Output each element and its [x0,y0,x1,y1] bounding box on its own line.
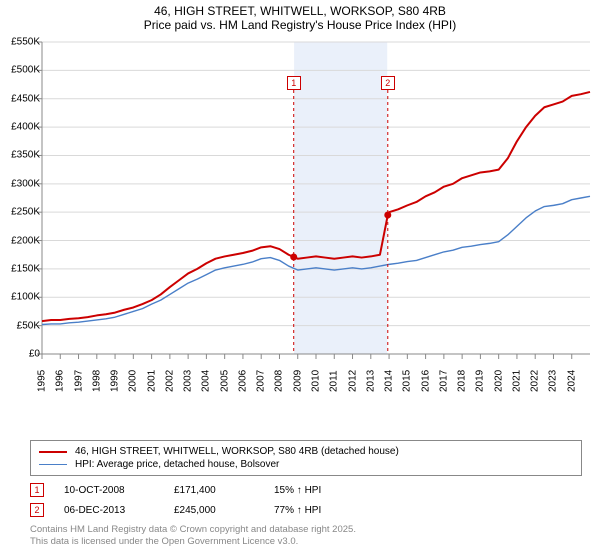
x-tick-label: 2017 [438,370,449,392]
x-tick-label: 2022 [530,370,541,392]
x-tick-label: 1999 [110,370,121,392]
footer: Contains HM Land Registry data © Crown c… [30,524,582,548]
event-hpi-2: 77% ↑ HPI [274,505,354,516]
x-tick-label: 2001 [146,370,157,392]
legend-label-price-paid: 46, HIGH STREET, WHITWELL, WORKSOP, S80 … [75,446,399,457]
legend-label-hpi: HPI: Average price, detached house, Bols… [75,459,279,470]
chart-title: 46, HIGH STREET, WHITWELL, WORKSOP, S80 … [0,0,600,34]
x-tick-label: 1998 [91,370,102,392]
x-tick-label: 2021 [511,370,522,392]
chart-area: £0 £50K £100K £150K £200K £250K £300K £350K £400… [0,34,600,394]
event-price-1: £171,400 [174,485,254,496]
y-tick-label: £350K [11,150,40,161]
footer-line-2: This data is licensed under the Open Gov… [30,536,582,548]
x-tick-label: 2009 [292,370,303,392]
x-tick-label: 2007 [256,370,267,392]
x-tick-label: 2003 [183,370,194,392]
x-tick-label: 2019 [475,370,486,392]
title-line-1: 46, HIGH STREET, WHITWELL, WORKSOP, S80 … [0,4,600,18]
x-tick-label: 1996 [55,370,66,392]
x-tick-label: 2020 [493,370,504,392]
legend-swatch-price-paid [39,451,67,453]
x-tick-label: 2004 [201,370,212,392]
x-tick-label: 2005 [219,370,230,392]
y-tick-label: £450K [11,93,40,104]
x-tick-label: 2008 [274,370,285,392]
x-tick-label: 2016 [420,370,431,392]
legend-item-hpi: HPI: Average price, detached house, Bols… [39,458,573,471]
event-marker-1: 1 [30,483,44,497]
x-tick-label: 2002 [164,370,175,392]
x-tick-label: 2014 [384,370,395,392]
y-tick-label: £0 [29,349,40,360]
x-tick-label: 2013 [365,370,376,392]
y-tick-label: £250K [11,207,40,218]
x-tick-label: 2015 [402,370,413,392]
y-tick-label: £300K [11,178,40,189]
y-tick-label: £150K [11,263,40,274]
title-line-2: Price paid vs. HM Land Registry's House … [0,18,600,32]
y-tick-label: £500K [11,65,40,76]
event-date-1: 10-OCT-2008 [64,485,154,496]
x-tick-label: 2018 [457,370,468,392]
x-tick-label: 2000 [128,370,139,392]
x-tick-label: 2011 [329,370,340,392]
event-row-2: 2 06-DEC-2013 £245,000 77% ↑ HPI [30,500,582,520]
y-tick-label: £50K [17,320,40,331]
chart-marker-1: 1 [287,76,301,90]
x-tick-label: 1995 [37,370,48,392]
chart-marker-2: 2 [381,76,395,90]
event-row-1: 1 10-OCT-2008 £171,400 15% ↑ HPI [30,480,582,500]
event-table: 1 10-OCT-2008 £171,400 15% ↑ HPI 2 06-DE… [30,480,582,520]
legend-item-price-paid: 46, HIGH STREET, WHITWELL, WORKSOP, S80 … [39,445,573,458]
y-tick-label: £400K [11,122,40,133]
x-tick-label: 2006 [237,370,248,392]
footer-line-1: Contains HM Land Registry data © Crown c… [30,524,582,536]
y-tick-label: £200K [11,235,40,246]
event-price-2: £245,000 [174,505,254,516]
legend: 46, HIGH STREET, WHITWELL, WORKSOP, S80 … [30,440,582,476]
y-tick-label: £100K [11,292,40,303]
event-date-2: 06-DEC-2013 [64,505,154,516]
event-hpi-1: 15% ↑ HPI [274,485,354,496]
legend-swatch-hpi [39,464,67,465]
x-tick-label: 1997 [73,370,84,392]
event-marker-2: 2 [30,503,44,517]
x-tick-label: 2010 [311,370,322,392]
y-tick-label: £550K [11,37,40,48]
x-tick-label: 2012 [347,370,358,392]
x-tick-label: 2024 [566,370,577,392]
x-tick-label: 2023 [548,370,559,392]
